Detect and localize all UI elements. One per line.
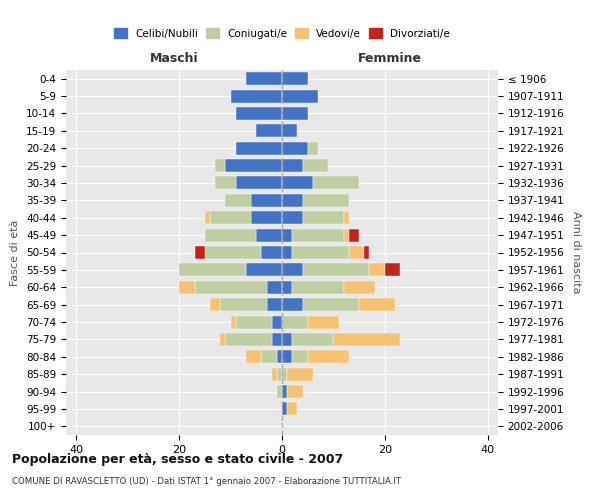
- Bar: [282, 385, 287, 398]
- Bar: [292, 246, 349, 259]
- Bar: [287, 385, 302, 398]
- Bar: [344, 211, 349, 224]
- Bar: [272, 333, 282, 346]
- Bar: [292, 350, 308, 364]
- Bar: [334, 333, 400, 346]
- Bar: [220, 333, 226, 346]
- Bar: [282, 333, 292, 346]
- Bar: [277, 350, 282, 364]
- Bar: [282, 142, 308, 154]
- Bar: [236, 176, 282, 190]
- Bar: [282, 246, 292, 259]
- Bar: [282, 159, 302, 172]
- Bar: [194, 246, 205, 259]
- Bar: [302, 159, 328, 172]
- Bar: [246, 264, 282, 276]
- Bar: [230, 316, 236, 328]
- Y-axis label: Anni di nascita: Anni di nascita: [571, 211, 581, 294]
- Bar: [210, 211, 251, 224]
- Bar: [256, 228, 282, 241]
- Bar: [277, 385, 282, 398]
- Bar: [282, 280, 292, 294]
- Bar: [282, 298, 302, 311]
- Bar: [282, 211, 302, 224]
- Bar: [179, 280, 194, 294]
- Text: COMUNE DI RAVASCLETTO (UD) - Dati ISTAT 1° gennaio 2007 - Elaborazione TUTTITALI: COMUNE DI RAVASCLETTO (UD) - Dati ISTAT …: [12, 477, 401, 486]
- Bar: [292, 228, 344, 241]
- Bar: [277, 368, 282, 380]
- Bar: [282, 176, 313, 190]
- Bar: [272, 368, 277, 380]
- Bar: [282, 368, 287, 380]
- Bar: [282, 402, 287, 415]
- Bar: [262, 246, 282, 259]
- Bar: [282, 124, 298, 138]
- Bar: [282, 316, 308, 328]
- Bar: [308, 316, 338, 328]
- Bar: [359, 298, 395, 311]
- Bar: [236, 142, 282, 154]
- Bar: [210, 298, 220, 311]
- Bar: [282, 194, 302, 207]
- Bar: [349, 228, 359, 241]
- Bar: [344, 280, 374, 294]
- Bar: [266, 298, 282, 311]
- Bar: [236, 316, 272, 328]
- Bar: [226, 159, 282, 172]
- Text: Femmine: Femmine: [358, 52, 422, 65]
- Bar: [292, 280, 344, 294]
- Bar: [230, 90, 282, 102]
- Bar: [287, 368, 313, 380]
- Bar: [205, 211, 210, 224]
- Bar: [349, 246, 364, 259]
- Bar: [226, 194, 251, 207]
- Bar: [246, 72, 282, 85]
- Bar: [282, 90, 318, 102]
- Bar: [282, 264, 302, 276]
- Bar: [272, 316, 282, 328]
- Bar: [302, 264, 370, 276]
- Bar: [205, 228, 256, 241]
- Bar: [215, 176, 236, 190]
- Bar: [282, 350, 292, 364]
- Legend: Celibi/Nubili, Coniugati/e, Vedovi/e, Divorziati/e: Celibi/Nubili, Coniugati/e, Vedovi/e, Di…: [110, 24, 454, 42]
- Bar: [308, 142, 318, 154]
- Bar: [256, 124, 282, 138]
- Bar: [370, 264, 385, 276]
- Bar: [205, 246, 262, 259]
- Bar: [313, 176, 359, 190]
- Bar: [251, 211, 282, 224]
- Bar: [308, 350, 349, 364]
- Bar: [302, 298, 359, 311]
- Bar: [344, 228, 349, 241]
- Text: Popolazione per età, sesso e stato civile - 2007: Popolazione per età, sesso e stato civil…: [12, 452, 343, 466]
- Bar: [262, 350, 277, 364]
- Bar: [215, 159, 226, 172]
- Bar: [282, 107, 308, 120]
- Bar: [302, 211, 344, 224]
- Bar: [236, 107, 282, 120]
- Bar: [364, 246, 370, 259]
- Bar: [282, 72, 308, 85]
- Bar: [246, 350, 262, 364]
- Bar: [287, 402, 298, 415]
- Bar: [226, 333, 272, 346]
- Bar: [292, 333, 334, 346]
- Bar: [194, 280, 266, 294]
- Bar: [302, 194, 349, 207]
- Text: Maschi: Maschi: [149, 52, 199, 65]
- Bar: [266, 280, 282, 294]
- Bar: [220, 298, 266, 311]
- Bar: [385, 264, 400, 276]
- Bar: [179, 264, 246, 276]
- Bar: [251, 194, 282, 207]
- Bar: [282, 228, 292, 241]
- Y-axis label: Fasce di età: Fasce di età: [10, 220, 20, 286]
